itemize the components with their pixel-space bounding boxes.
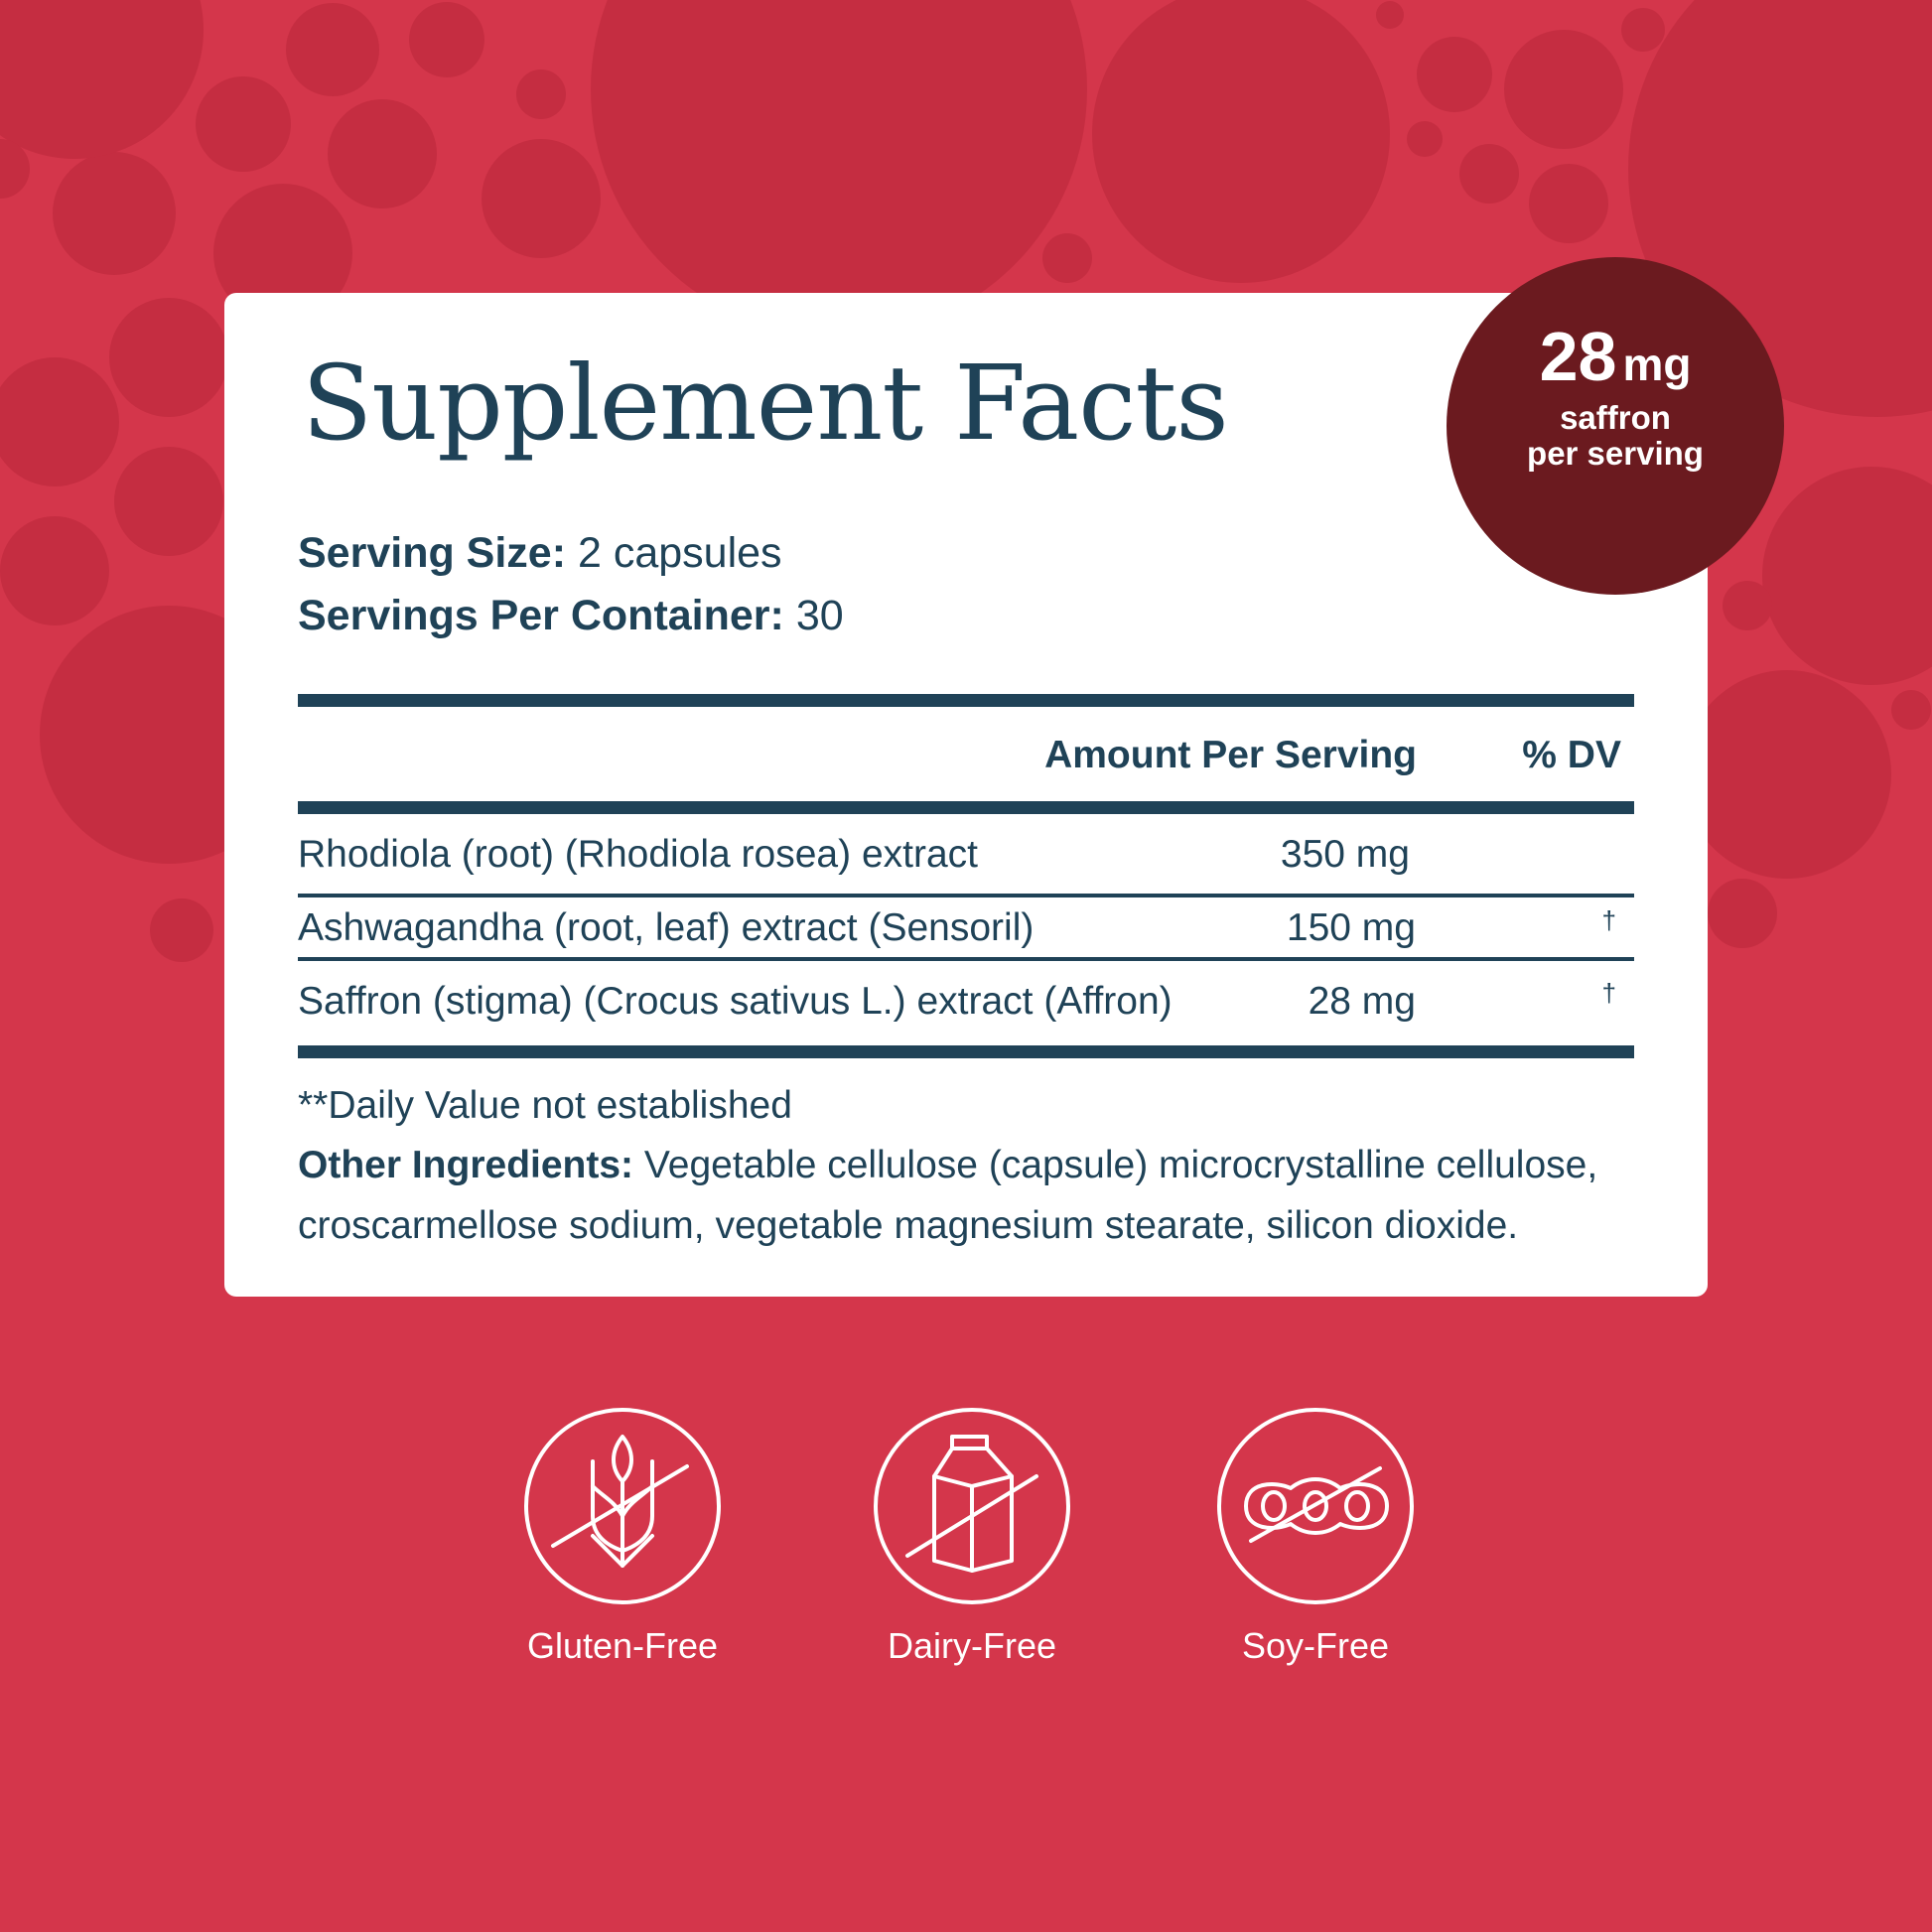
other-ingredients-line2: croscarmellose sodium, vegetable magnesi… — [298, 1204, 1519, 1247]
ingredient-amount: 350 mg — [1280, 833, 1410, 876]
serving-size-value: 2 capsules — [577, 529, 782, 577]
milk-carton-crossed-icon — [873, 1407, 1071, 1610]
feature-label: Dairy-Free — [887, 1625, 1056, 1666]
wheat-crossed-icon — [523, 1407, 722, 1610]
badge-line1: saffron — [1560, 399, 1671, 436]
other-ingredients: Other Ingredients: Vegetable cellulose (… — [298, 1144, 1597, 1187]
ingredient-name: Saffron (stigma) (Crocus sativus L.) ext… — [298, 980, 1173, 1023]
header-dv: % DV — [1522, 734, 1621, 776]
badge-amount: 28 mg — [1447, 317, 1784, 396]
feature-label: Gluten-Free — [526, 1625, 719, 1666]
header-amount: Amount Per Serving — [1044, 734, 1417, 776]
divider-thick — [298, 801, 1634, 814]
servings-label: Servings Per Container: — [298, 592, 784, 639]
divider-thick — [298, 694, 1634, 707]
badge-number: 28 — [1539, 318, 1617, 395]
ingredient-name: Rhodiola (root) (Rhodiola rosea) extract — [298, 833, 978, 876]
divider-thick — [298, 1045, 1634, 1058]
badge-unit: mg — [1622, 339, 1692, 390]
servings-per-container: Servings Per Container: 30 — [298, 592, 844, 640]
ingredient-dv: † — [1601, 905, 1616, 935]
divider-thin — [298, 894, 1634, 897]
serving-size-label: Serving Size: — [298, 529, 567, 577]
soybean-crossed-icon — [1216, 1407, 1415, 1610]
badge-line2: per serving — [1527, 435, 1704, 472]
servings-value: 30 — [795, 592, 844, 639]
ingredient-name: Ashwagandha (root, leaf) extract (Sensor… — [298, 906, 1035, 949]
daily-value-note: **Daily Value not established — [298, 1084, 792, 1127]
feature-label: Soy-Free — [1241, 1625, 1390, 1666]
ingredient-amount: 150 mg — [1286, 906, 1416, 949]
other-ingredients-line1: Vegetable cellulose (capsule) microcryst… — [643, 1144, 1598, 1186]
saffron-badge: 28 mg saffron per serving — [1447, 257, 1784, 595]
ingredient-dv: † — [1601, 978, 1616, 1008]
ingredient-amount: 28 mg — [1308, 980, 1416, 1023]
page-title: Supplement Facts — [302, 343, 1229, 464]
serving-size: Serving Size: 2 capsules — [298, 529, 782, 578]
other-ingredients-label: Other Ingredients: — [298, 1144, 634, 1186]
divider-thin — [298, 957, 1634, 961]
